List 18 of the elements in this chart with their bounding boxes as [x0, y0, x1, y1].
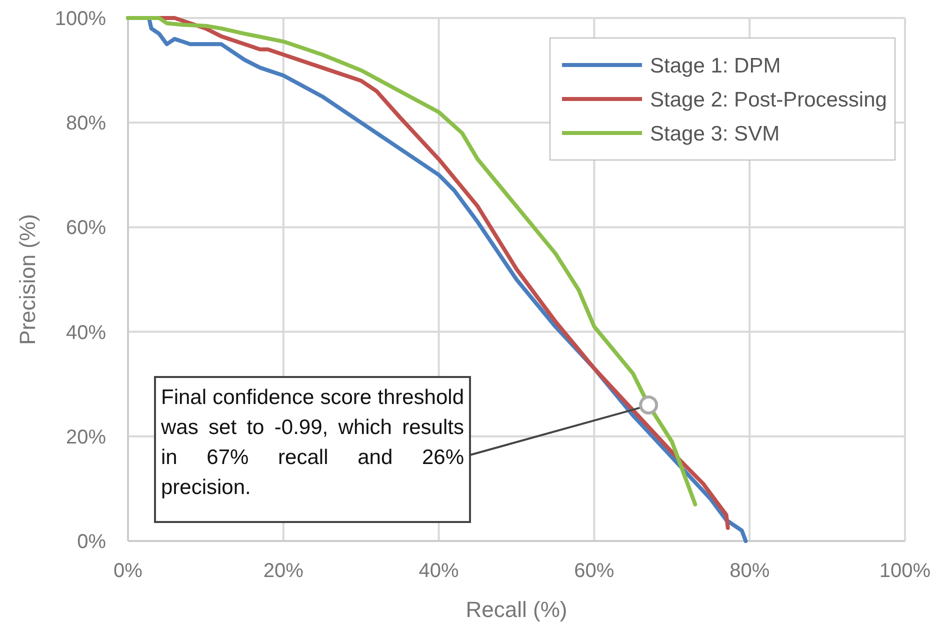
x-tick-label: 100% [879, 560, 931, 582]
y-tick-label: 20% [66, 426, 106, 448]
legend-label: Stage 1: DPM [650, 54, 781, 78]
x-tick-label: 20% [263, 560, 304, 582]
annotation: Final confidence score threshold was set to -0.99, which results in 67% recall and 26% precision. [161, 385, 464, 501]
x-axis-title: Recall (%) [466, 597, 568, 622]
y-axis-title: Precision (%) [15, 214, 40, 345]
x-tick-label: 60% [574, 560, 614, 582]
y-tick-label: 40% [66, 322, 106, 344]
y-tick-label: 60% [66, 217, 106, 240]
legend-label: Stage 3: SVM [650, 122, 780, 146]
y-tick-label: 80% [66, 112, 106, 135]
x-tick-label: 80% [730, 560, 770, 582]
x-tick-label: 0% [114, 560, 143, 582]
y-tick-label: 0% [77, 531, 106, 553]
legend-label: Stage 2: Post-Processing [650, 88, 887, 112]
y-tick-label: 100% [54, 8, 106, 30]
x-tick-label: 40% [418, 560, 460, 582]
